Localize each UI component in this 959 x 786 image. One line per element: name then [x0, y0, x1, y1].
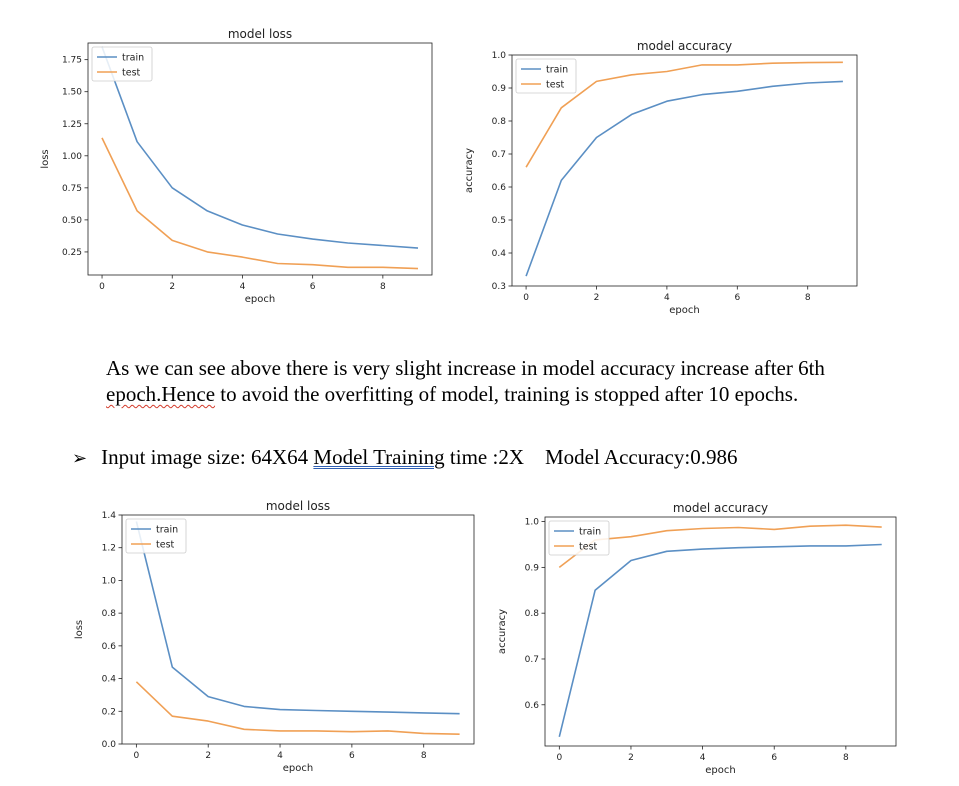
paragraph-line-2: to avoid the overfitting of model, train…: [215, 382, 799, 406]
chart-title: model loss: [228, 27, 292, 41]
y-tick-label: 1.0: [525, 518, 540, 528]
y-tick-label: 0.6: [102, 642, 117, 652]
series-line-test: [135, 681, 460, 735]
series-line-train: [558, 543, 882, 737]
y-tick-label: 0.9: [525, 563, 540, 573]
grammar-flagged-phrase: Model Training: [313, 445, 445, 469]
legend-label-train: train: [546, 65, 568, 76]
plot-frame: [544, 516, 897, 747]
y-tick-label: 0.6: [525, 701, 540, 711]
x-tick-label: 6: [771, 753, 777, 763]
y-tick-label: 0.9: [492, 84, 507, 94]
x-tick-label: 8: [421, 751, 427, 761]
y-tick-label: 1.2: [102, 544, 116, 554]
paragraph-line-1: As we can see above there is very slight…: [106, 356, 825, 380]
x-tick-label: 4: [664, 293, 670, 303]
y-tick-label: 1.50: [62, 88, 82, 98]
legend-label-train: train: [579, 527, 601, 538]
y-tick-label: 0.6: [492, 183, 507, 193]
bullet-text-start: Input image size: 64X64: [101, 445, 314, 469]
series-line-train: [135, 521, 460, 715]
y-axis-label: loss: [40, 149, 51, 168]
y-tick-label: 0.8: [492, 117, 507, 127]
x-tick-label: 6: [349, 751, 355, 761]
y-tick-label: 1.25: [62, 120, 82, 130]
y-tick-label: 0.50: [62, 216, 82, 226]
y-tick-label: 1.4: [102, 511, 117, 521]
y-axis-label: accuracy: [464, 148, 475, 193]
x-tick-label: 0: [523, 293, 529, 303]
x-tick-label: 2: [628, 753, 634, 763]
plot-frame: [121, 514, 475, 745]
y-tick-label: 0.7: [525, 655, 539, 665]
x-tick-label: 2: [169, 282, 175, 292]
y-tick-label: 0.4: [492, 249, 507, 259]
legend: train test: [91, 46, 153, 82]
series-line-test: [525, 61, 843, 168]
x-tick-label: 6: [310, 282, 316, 292]
x-tick-label: 4: [277, 751, 283, 761]
chart-title: model accuracy: [673, 501, 768, 515]
y-tick-label: 0.2: [102, 707, 116, 717]
y-tick-label: 1.0: [492, 51, 507, 61]
x-tick-label: 6: [734, 293, 740, 303]
x-axis-label: epoch: [283, 763, 313, 774]
series-line-test: [558, 524, 882, 569]
y-tick-label: 0.0: [102, 740, 117, 750]
y-tick-label: 0.5: [492, 216, 506, 226]
series-line-train: [101, 46, 419, 249]
paragraph-text: As we can see above there is very slight…: [106, 355, 956, 407]
x-tick-label: 8: [380, 282, 386, 292]
x-tick-label: 0: [556, 753, 562, 763]
x-tick-label: 0: [99, 282, 105, 292]
x-tick-label: 8: [805, 293, 811, 303]
x-tick-label: 2: [205, 751, 211, 761]
y-tick-label: 0.8: [102, 609, 117, 619]
x-tick-label: 4: [700, 753, 706, 763]
legend-label-test: test: [122, 68, 141, 79]
series-line-test: [101, 137, 419, 270]
legend: train test: [125, 518, 187, 554]
x-tick-label: 2: [594, 293, 600, 303]
legend: train test: [515, 58, 577, 94]
plot-frame: [511, 54, 858, 287]
series-line-train: [525, 80, 843, 277]
y-tick-label: 0.75: [62, 184, 82, 194]
legend-label-test: test: [156, 540, 175, 551]
legend: train test: [548, 520, 610, 556]
x-axis-label: epoch: [245, 294, 275, 305]
legend-label-test: test: [579, 542, 598, 553]
y-axis-label: accuracy: [497, 609, 508, 654]
y-tick-label: 1.75: [62, 56, 82, 66]
y-tick-label: 1.0: [102, 576, 117, 586]
chart-title: model accuracy: [637, 39, 732, 53]
y-axis-label: loss: [74, 620, 85, 639]
x-axis-label: epoch: [669, 305, 699, 316]
arrow-bullet-icon: ➢: [72, 448, 88, 469]
bullet-text-end: time :2X Model Accuracy:0.986: [444, 445, 738, 469]
spelling-flagged-word: epoch.Hence: [106, 382, 216, 406]
x-tick-label: 0: [134, 751, 140, 761]
legend-label-test: test: [546, 80, 565, 91]
y-tick-label: 0.4: [102, 675, 117, 685]
x-axis-label: epoch: [705, 765, 735, 776]
x-tick-label: 4: [240, 282, 246, 292]
y-tick-label: 0.3: [492, 282, 506, 292]
legend-label-train: train: [122, 53, 144, 64]
y-tick-label: 0.25: [62, 248, 82, 258]
plot-frame: [87, 42, 433, 276]
y-tick-label: 0.8: [525, 609, 540, 619]
legend-label-train: train: [156, 525, 178, 536]
x-tick-label: 8: [843, 753, 849, 763]
chart-title: model loss: [266, 499, 330, 513]
y-tick-label: 1.00: [62, 152, 82, 162]
bullet-item: ➢ Input image size: 64X64 Model Training …: [72, 444, 737, 472]
y-tick-label: 0.7: [492, 150, 506, 160]
